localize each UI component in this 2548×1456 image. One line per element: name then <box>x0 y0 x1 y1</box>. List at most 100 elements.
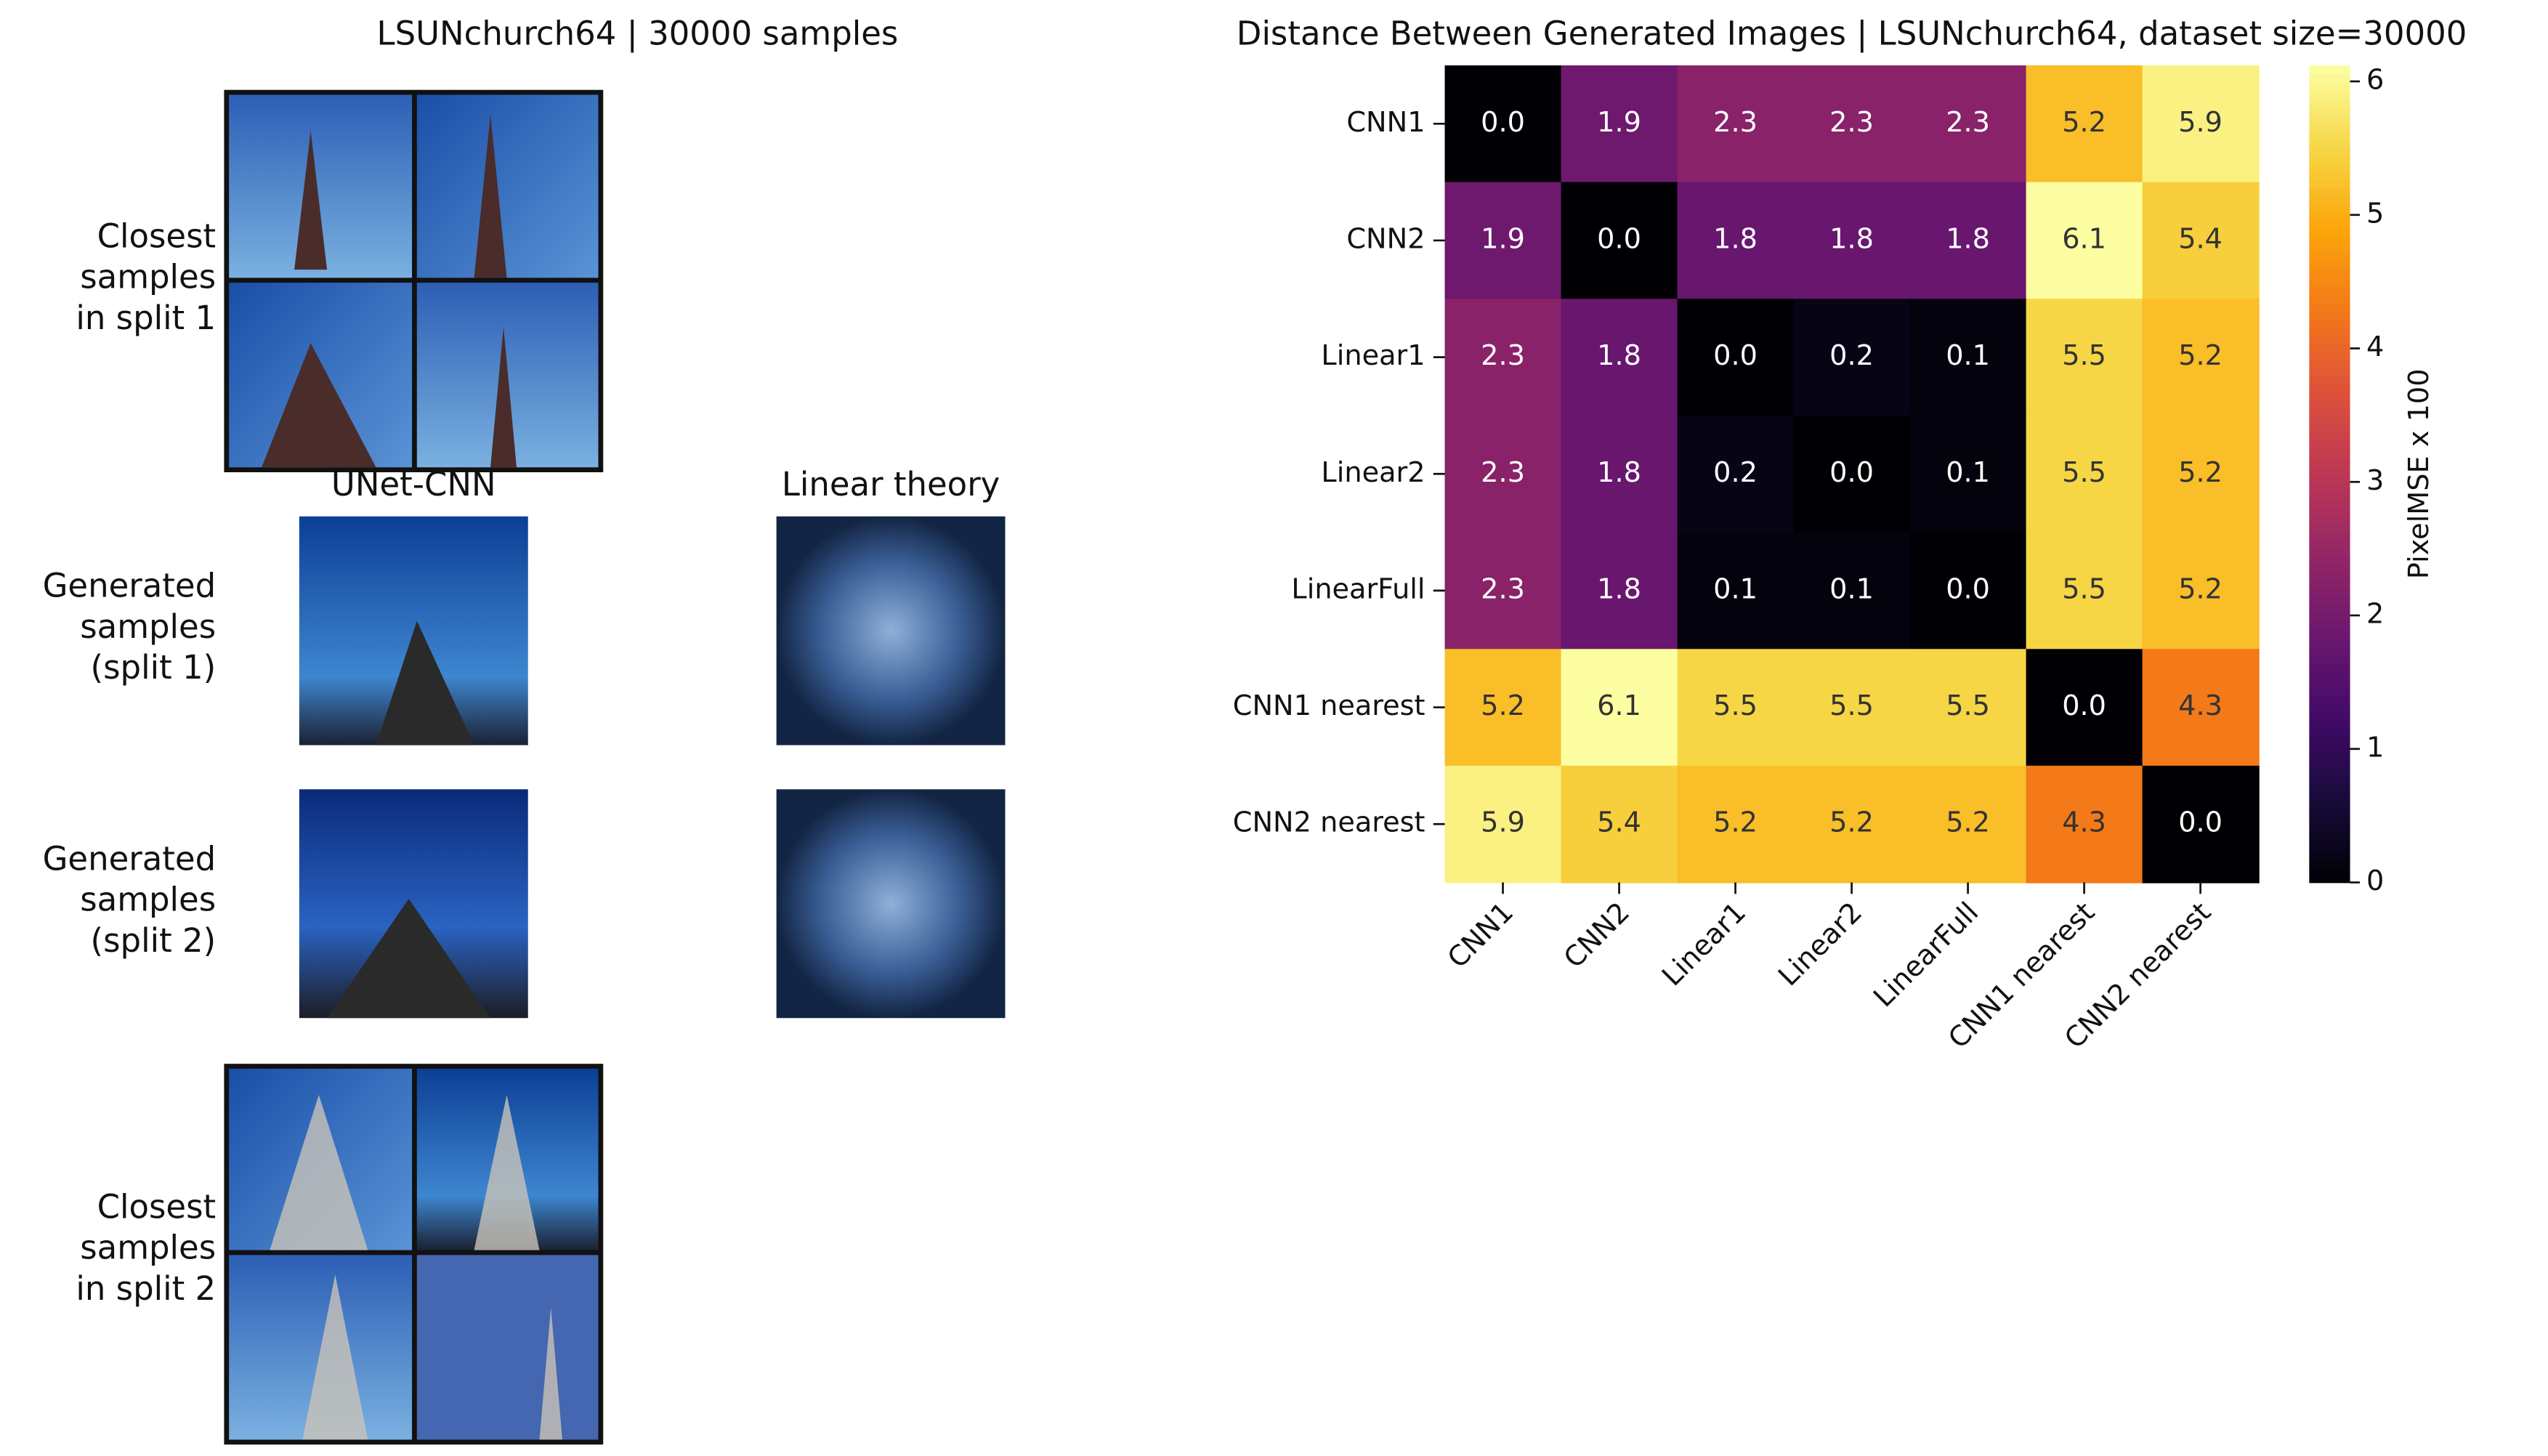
colorbar-segment <box>2309 384 2350 393</box>
cell-label: 5.2 <box>2062 107 2106 139</box>
heatmap-cell <box>1909 532 2027 650</box>
heatmap-cell <box>1444 415 1562 533</box>
colorbar-segment <box>2309 441 2350 450</box>
colorbar-segment <box>2309 106 2350 116</box>
colorbar-segment <box>2309 335 2350 344</box>
cell-label: 5.5 <box>2062 340 2106 372</box>
colorbar-segment <box>2309 670 2350 679</box>
cell-label: 0.2 <box>1713 457 1758 489</box>
heatmap-cell <box>1561 65 1678 183</box>
colorbar-segment <box>2309 253 2350 262</box>
colorbar-segment <box>2309 572 2350 581</box>
colorbar-segment <box>2309 849 2350 859</box>
heatmap-cell <box>1793 765 1911 883</box>
cell-label: 0.0 <box>1829 457 1874 489</box>
colorbar-segment <box>2309 735 2350 745</box>
heatmap-cell <box>1909 182 2027 300</box>
heatmap-cell <box>1909 65 2027 183</box>
colorbar-segment <box>2309 522 2350 532</box>
colorbar-segment <box>2309 278 2350 287</box>
heatmap-cell <box>2142 182 2260 300</box>
colorbar-segment <box>2309 498 2350 508</box>
colorbar-segment <box>2309 89 2350 99</box>
colorbar-segment <box>2309 97 2350 108</box>
colorbar-segment <box>2309 81 2350 91</box>
cell-label: 6.1 <box>2062 223 2106 255</box>
colorbar-segment <box>2309 195 2350 206</box>
row-label: Generated <box>43 567 217 605</box>
cell-label: 5.2 <box>1829 807 1874 839</box>
colorbar-tick-label: 5 <box>2366 198 2384 230</box>
cell-label: 0.0 <box>2178 807 2223 839</box>
cell-label: 0.1 <box>1829 573 1874 605</box>
colorbar-segment <box>2309 433 2350 442</box>
colorbar-segment <box>2309 694 2350 704</box>
left-panel: LSUNchurch64 | 30000 samples <box>224 14 1006 1445</box>
colorbar-segment <box>2309 686 2350 695</box>
cell-label: 5.4 <box>2178 223 2223 255</box>
cell-label: 6.1 <box>1597 690 1641 722</box>
colorbar-tick-label: 3 <box>2366 465 2384 497</box>
image <box>416 1255 599 1440</box>
colorbar-segment <box>2309 588 2350 597</box>
cell-label: 2.3 <box>1946 107 1990 139</box>
y-tick-label: Linear2 <box>1321 457 1425 489</box>
heatmap-cell <box>1444 182 1562 300</box>
colorbar-tick-label: 1 <box>2366 732 2384 764</box>
row-label: samples <box>80 881 216 919</box>
colorbar-segment <box>2309 596 2350 606</box>
colorbar-segment <box>2309 768 2350 777</box>
colorbar-segment <box>2309 237 2350 246</box>
y-tick-label: CNN2 <box>1346 223 1425 255</box>
image <box>776 516 1006 745</box>
cell-label: 2.3 <box>1481 457 1525 489</box>
row-label: samples <box>80 1229 216 1267</box>
colorbar-segment <box>2309 661 2350 671</box>
heatmap-cell <box>2026 65 2143 183</box>
colorbar-segment <box>2309 343 2350 352</box>
cell-label: 2.3 <box>1481 573 1525 605</box>
cell-label: 5.2 <box>1713 807 1758 839</box>
image <box>416 94 599 278</box>
colorbar-segment <box>2309 645 2350 655</box>
cell-label: 5.9 <box>2178 107 2223 139</box>
heatmap-cell <box>1677 65 1795 183</box>
heatmap-cell <box>1444 649 1562 767</box>
colorbar-segment <box>2309 506 2350 516</box>
y-tick-label: CNN1 <box>1346 107 1425 139</box>
cell-label: 4.3 <box>2062 807 2106 839</box>
colorbar-segment <box>2309 392 2350 401</box>
colorbar-segment <box>2309 628 2350 639</box>
x-tick-label: Linear1 <box>1657 897 1752 992</box>
cell-label: 0.0 <box>2062 690 2106 722</box>
colorbar-tick-label: 2 <box>2366 599 2384 631</box>
image-grid <box>224 89 604 473</box>
row-label: Generated <box>43 839 217 878</box>
y-tick-label: Linear1 <box>1321 340 1425 372</box>
cell-label: 1.9 <box>1481 223 1525 255</box>
cell-label: 1.8 <box>1829 223 1874 255</box>
heatmap-cell <box>2142 765 2260 883</box>
row-label: Closest <box>97 1187 217 1226</box>
colorbar-segment <box>2309 187 2350 197</box>
y-tick-label: CNN1 nearest <box>1233 690 1425 722</box>
cell-label: 0.0 <box>1481 107 1525 139</box>
colorbar-segment <box>2309 155 2350 164</box>
colorbar-segment <box>2309 310 2350 320</box>
colorbar-segment <box>2309 261 2350 271</box>
colorbar-segment <box>2309 620 2350 630</box>
row-label: in split 2 <box>76 1269 216 1308</box>
cell-label: 0.0 <box>1946 573 1990 605</box>
panel-title: LSUNchurch64 | 30000 samples <box>377 14 899 52</box>
colorbar-segment <box>2309 612 2350 622</box>
colorbar-tick-label: 4 <box>2366 331 2384 363</box>
colorbar-segment <box>2309 368 2350 377</box>
colorbar-segment <box>2309 228 2350 238</box>
colorbar-segment <box>2309 817 2350 826</box>
colorbar-segment <box>2309 743 2350 753</box>
heatmap-cell <box>1677 532 1795 650</box>
colorbar-segment <box>2309 466 2350 475</box>
colorbar-segment <box>2309 809 2350 818</box>
heatmap-cell <box>1561 649 1678 767</box>
